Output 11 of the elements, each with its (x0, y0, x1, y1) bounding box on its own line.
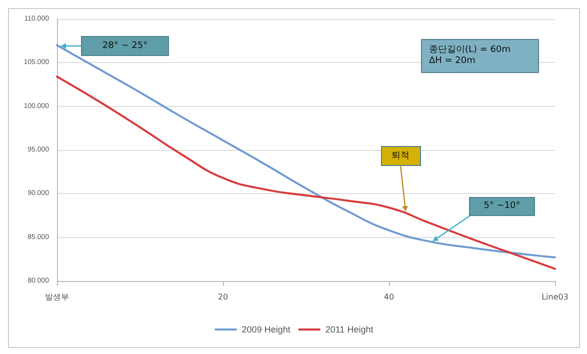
x-tick-label: 발생부 (45, 292, 69, 302)
legend-label: 2009 Height (242, 324, 291, 334)
x-tick-label: 20 (218, 292, 228, 302)
line-series (56, 76, 556, 270)
callout-box: 5° ~10° (469, 197, 535, 216)
x-tick-label: 40 (384, 292, 394, 302)
callout-box: 28° ~ 25° (81, 36, 169, 56)
callout-box: 종단길이(L) = 60m ΔH = 20m (421, 39, 539, 73)
callout-box: 퇴적 (380, 146, 421, 166)
legend-label: 2011 Height (325, 324, 374, 334)
x-tick-label: Line03 (542, 292, 568, 302)
